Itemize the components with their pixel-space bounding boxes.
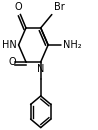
Text: O: O bbox=[8, 57, 16, 67]
Text: Br: Br bbox=[54, 2, 64, 12]
Text: N: N bbox=[37, 64, 44, 74]
Text: HN: HN bbox=[2, 40, 17, 50]
Text: O: O bbox=[15, 2, 22, 12]
Text: NH₂: NH₂ bbox=[63, 40, 82, 50]
